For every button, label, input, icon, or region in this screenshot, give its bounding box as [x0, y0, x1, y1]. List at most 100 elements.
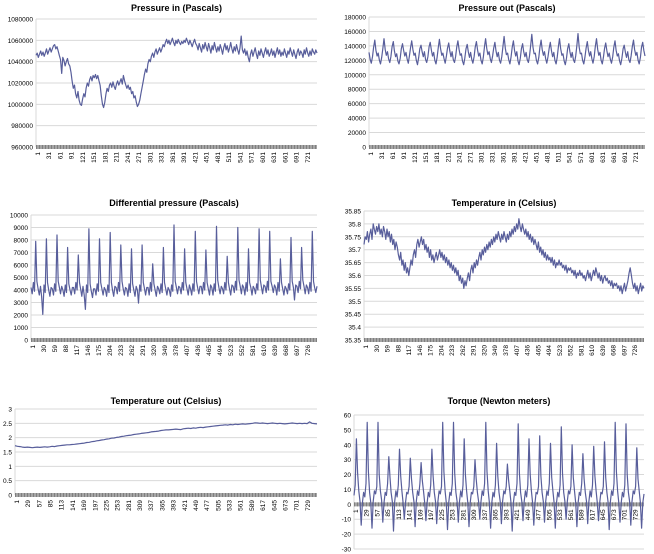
chart-pressure-in: Pressure in (Pascals) 960000 980000 100000… [0, 0, 327, 185]
svg-text:505: 505 [215, 500, 222, 511]
svg-text:141: 141 [407, 509, 414, 520]
svg-text:57: 57 [36, 500, 43, 508]
svg-text:262: 262 [129, 345, 136, 356]
svg-text:617: 617 [260, 500, 267, 511]
svg-text:225: 225 [439, 509, 446, 520]
svg-text:35.75: 35.75 [345, 234, 362, 241]
svg-text:481: 481 [215, 152, 222, 163]
svg-text:541: 541 [567, 152, 574, 163]
svg-text:197: 197 [92, 500, 99, 511]
svg-text:349: 349 [162, 345, 169, 356]
svg-text:691: 691 [622, 152, 629, 163]
svg-text:1: 1 [30, 345, 37, 349]
svg-text:729: 729 [305, 500, 312, 511]
chart-pressure-out: Pressure out (Pascals) 0 20000 40000 60000 8… [327, 0, 654, 185]
svg-text:59: 59 [385, 345, 392, 353]
svg-text:60: 60 [344, 413, 352, 420]
svg-text:1: 1 [35, 152, 42, 156]
pressure-in-plot: Pressure in (Pascals) 960000 980000 100000… [8, 3, 318, 163]
svg-text:421: 421 [182, 500, 189, 511]
svg-text:121: 121 [412, 152, 419, 163]
svg-text:361: 361 [500, 152, 507, 163]
svg-text:721: 721 [305, 152, 312, 163]
chart-title-torque: Torque (Newton meters) [448, 396, 551, 406]
svg-text:701: 701 [622, 509, 629, 520]
svg-text:204: 204 [107, 345, 114, 356]
temperature-in-plot: Temperature in (Celsius) 35.35 35.4 35.45 3… [345, 198, 645, 356]
svg-text:6000: 6000 [14, 263, 29, 270]
svg-text:2.5: 2.5 [3, 421, 12, 428]
svg-text:91: 91 [69, 152, 76, 160]
svg-text:-10: -10 [342, 517, 352, 524]
svg-text:121: 121 [80, 152, 87, 163]
svg-text:421: 421 [523, 152, 530, 163]
svg-text:337: 337 [482, 509, 489, 520]
svg-text:140000: 140000 [344, 43, 366, 50]
svg-text:1: 1 [353, 509, 360, 513]
svg-text:291: 291 [140, 345, 147, 356]
svg-text:533: 533 [557, 509, 564, 520]
svg-text:477: 477 [204, 500, 211, 511]
svg-text:113: 113 [396, 509, 403, 520]
svg-text:449: 449 [525, 509, 532, 520]
svg-text:451: 451 [204, 152, 211, 163]
svg-text:-20: -20 [342, 532, 352, 539]
svg-text:204: 204 [438, 345, 445, 356]
svg-text:60000: 60000 [348, 101, 366, 108]
svg-text:331: 331 [489, 152, 496, 163]
svg-text:465: 465 [206, 345, 213, 356]
svg-text:436: 436 [525, 345, 532, 356]
svg-text:3: 3 [8, 407, 12, 414]
svg-text:211: 211 [445, 152, 452, 163]
svg-text:571: 571 [578, 152, 585, 163]
svg-text:35.4: 35.4 [348, 325, 361, 332]
svg-text:320: 320 [481, 345, 488, 356]
svg-text:639: 639 [272, 345, 279, 356]
svg-text:85: 85 [48, 500, 55, 508]
svg-text:35.35: 35.35 [345, 338, 362, 345]
svg-text:50: 50 [344, 427, 352, 434]
svg-text:146: 146 [85, 345, 92, 356]
svg-text:35.45: 35.45 [345, 312, 362, 319]
svg-text:241: 241 [456, 152, 463, 163]
svg-text:175: 175 [96, 345, 103, 356]
svg-text:29: 29 [364, 509, 371, 517]
svg-text:301: 301 [478, 152, 485, 163]
svg-text:668: 668 [611, 345, 618, 356]
svg-text:80000: 80000 [348, 87, 366, 94]
svg-text:146: 146 [417, 345, 424, 356]
svg-text:436: 436 [195, 345, 202, 356]
svg-text:561: 561 [238, 500, 245, 511]
svg-text:697: 697 [621, 345, 628, 356]
svg-text:2000: 2000 [14, 313, 29, 320]
svg-text:169: 169 [417, 509, 424, 520]
svg-text:726: 726 [305, 345, 312, 356]
svg-text:113: 113 [59, 500, 66, 511]
svg-text:721: 721 [633, 152, 640, 163]
svg-text:100000: 100000 [344, 72, 366, 79]
svg-text:1: 1 [363, 345, 370, 349]
svg-text:31: 31 [46, 152, 53, 160]
svg-text:337: 337 [148, 500, 155, 511]
svg-text:581: 581 [578, 345, 585, 356]
svg-text:331: 331 [159, 152, 166, 163]
svg-text:1.5: 1.5 [3, 450, 12, 457]
svg-text:393: 393 [171, 500, 178, 511]
svg-text:645: 645 [600, 509, 607, 520]
svg-text:581: 581 [250, 345, 257, 356]
pressure-out-plot: Pressure out (Pascals) 0 20000 40000 60000 8… [344, 3, 646, 163]
svg-text:673: 673 [611, 509, 618, 520]
svg-text:0: 0 [24, 338, 28, 345]
svg-text:181: 181 [102, 152, 109, 163]
svg-text:29: 29 [25, 500, 32, 508]
svg-text:361: 361 [170, 152, 177, 163]
svg-text:589: 589 [249, 500, 256, 511]
svg-text:309: 309 [137, 500, 144, 511]
svg-text:271: 271 [136, 152, 143, 163]
chart-title-pressure-in: Pressure in (Pascals) [131, 3, 222, 13]
svg-text:494: 494 [217, 345, 224, 356]
svg-text:291: 291 [471, 345, 478, 356]
svg-text:0: 0 [362, 145, 366, 152]
chart-differential-pressure: Differential pressure (Pascals) 0 1000 200… [0, 185, 327, 370]
svg-text:61: 61 [57, 152, 64, 160]
